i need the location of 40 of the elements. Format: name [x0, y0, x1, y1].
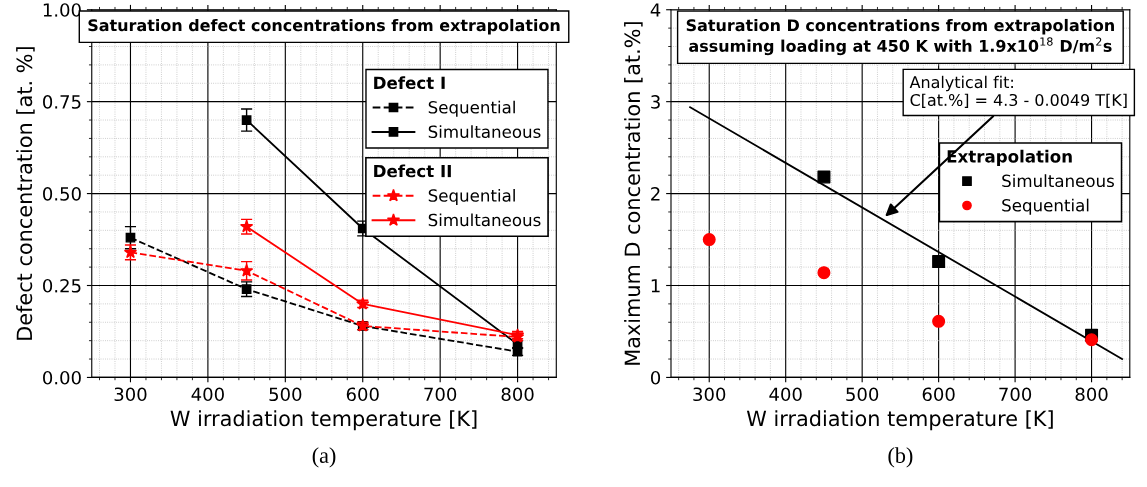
- x-tick-label: 400: [769, 387, 802, 402]
- y-tick-label: 0.50: [43, 187, 81, 201]
- annotation: Analytical fit: C[at.%] = 4.3 - 0.0049 T[K]: [909, 75, 1127, 108]
- y-tick-label: 0.00: [43, 370, 81, 385]
- text: Saturation D concentrations from extrapolation assuming loading at 450 K with 1.9x10$^{18}$ D/m$^{2}$s: [686, 18, 1114, 56]
- text: (a): [312, 447, 336, 468]
- x-axis-title: W irradiation temperature [K]: [170, 410, 477, 431]
- legend-label: Simultaneous: [1002, 174, 1114, 188]
- legend-label: Sequential: [428, 188, 515, 206]
- x-tick-label: 500: [269, 387, 302, 402]
- legend-label: Sequential: [1002, 198, 1089, 215]
- y-tick-label: 0: [650, 370, 661, 385]
- legend-title: Extrapolation: [947, 149, 1072, 166]
- y-tick-label: 0.25: [43, 278, 81, 293]
- y-tick-label: 3: [651, 95, 660, 109]
- x-tick-label: 700: [424, 387, 457, 402]
- y-axis-title: Defect concentration [at. %]: [16, 47, 35, 340]
- y-tick-label: 1.00: [43, 3, 81, 17]
- y-tick-label: 0.75: [43, 95, 81, 109]
- y-tick-label: 1: [651, 279, 660, 293]
- x-tick-label: 700: [999, 387, 1032, 402]
- x-tick-label: 300: [114, 387, 147, 402]
- text: Defect I: [374, 76, 445, 90]
- y-axis-title: Maximum D concentration [at.%]: [624, 22, 643, 365]
- x-tick-label: 800: [501, 387, 534, 402]
- x-tick-label: 500: [846, 387, 879, 402]
- text: (b): [888, 447, 913, 468]
- y-tick-label: 2: [651, 187, 660, 201]
- legend-label: Simultaneous: [428, 213, 541, 227]
- y-tick-label: 4: [650, 3, 661, 17]
- x-tick-label: 600: [922, 387, 955, 402]
- x-tick-label: 400: [191, 387, 224, 402]
- x-tick-label: 300: [693, 387, 726, 402]
- text: Defect II: [374, 164, 451, 178]
- x-axis-title: W irradiation temperature [K]: [746, 410, 1053, 431]
- x-tick-label: 600: [346, 387, 379, 402]
- legend-label: Simultaneous: [428, 125, 541, 139]
- legend-label: Sequential: [428, 100, 515, 117]
- text: Saturation defect concentrations from extrapolation: [88, 18, 560, 35]
- x-tick-label: 800: [1075, 387, 1108, 402]
